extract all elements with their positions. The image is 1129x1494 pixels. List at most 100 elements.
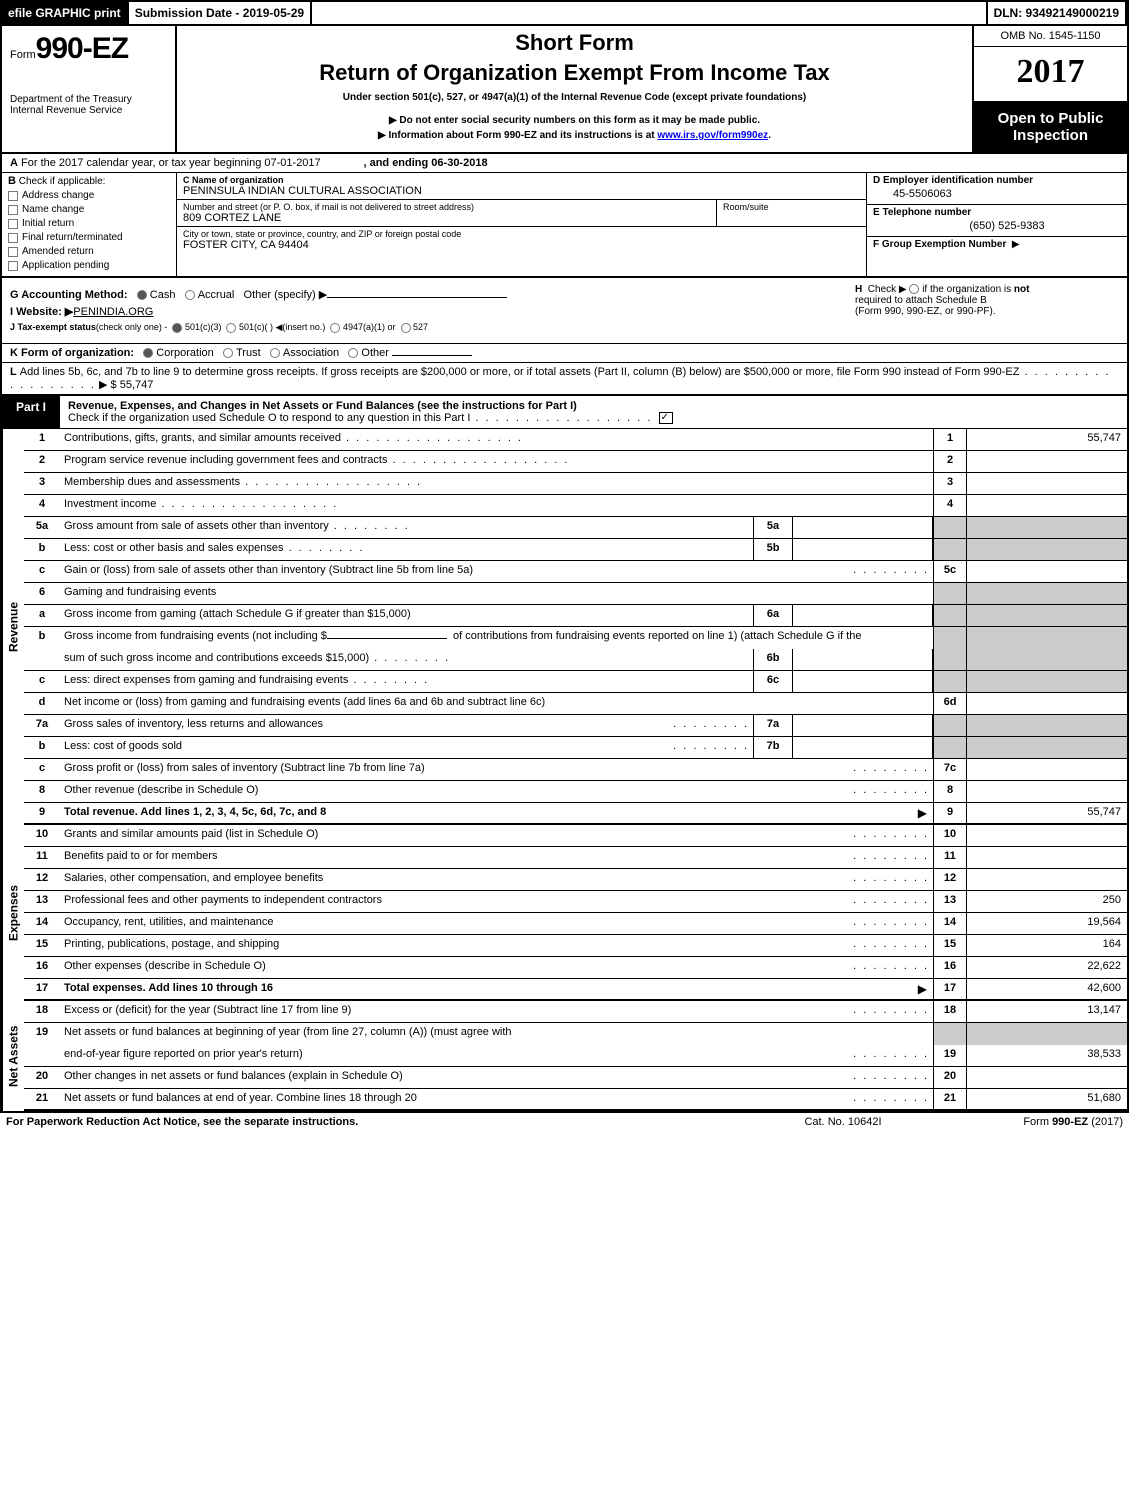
footer: For Paperwork Reduction Act Notice, see … [0,1113,1129,1131]
phone-cell: E Telephone number (650) 525-9383 [867,205,1127,237]
radio-association[interactable] [270,348,280,358]
row-k: K Form of organization: Corporation Trus… [2,344,1127,363]
radio-501c3[interactable] [172,323,182,333]
line-7c: cGross profit or (loss) from sales of in… [24,759,1127,781]
efile-label: efile GRAPHIC print [2,2,129,24]
line-8: 8Other revenue (describe in Schedule O)8 [24,781,1127,803]
radio-cash[interactable] [137,290,147,300]
submission-date: Submission Date - 2019-05-29 [129,2,312,24]
checkbox-icon [8,233,18,243]
line-6d: dNet income or (loss) from gaming and fu… [24,693,1127,715]
other-org-input[interactable] [392,355,472,356]
checkbox-icon [8,261,18,271]
website-value: PENINDIA.ORG [73,306,153,318]
block-gh: G Accounting Method: Cash Accrual Other … [2,278,1127,344]
line-6b-2: sum of such gross income and contributio… [24,649,1127,671]
form-title: Return of Organization Exempt From Incom… [187,60,962,86]
line-16: 16Other expenses (describe in Schedule O… [24,957,1127,979]
radio-501c[interactable] [226,323,236,333]
line-5a: 5aGross amount from sale of assets other… [24,517,1127,539]
short-form: Short Form [187,30,962,56]
street-address: 809 CORTEZ LANE [183,212,710,224]
netassets-section: Net Assets 18Excess or (deficit) for the… [2,1001,1127,1111]
line-3: 3Membership dues and assessments3 [24,473,1127,495]
form-page: efile GRAPHIC print Submission Date - 20… [0,0,1129,1113]
radio-trust[interactable] [223,348,233,358]
instructions-link[interactable]: www.irs.gov/form990ez [657,130,768,141]
cb-name-change[interactable]: Name change [8,204,170,215]
subtitle-3: ▶ Information about Form 990-EZ and its … [187,130,962,141]
omb-number: OMB No. 1545-1150 [974,26,1127,47]
radio-other[interactable] [348,348,358,358]
row-a: A For the 2017 calendar year, or tax yea… [2,154,1127,173]
header: Form990-EZ Department of the Treasury In… [2,26,1127,154]
footer-right: Form 990-EZ (2017) [943,1116,1123,1128]
line-4: 4Investment income4 [24,495,1127,517]
line-18: 18Excess or (deficit) for the year (Subt… [24,1001,1127,1023]
cb-final-return[interactable]: Final return/terminated [8,232,170,243]
footer-left: For Paperwork Reduction Act Notice, see … [6,1116,743,1128]
line-14: 14Occupancy, rent, utilities, and mainte… [24,913,1127,935]
city-cell: City or town, state or province, country… [177,227,866,276]
line-11: 11Benefits paid to or for members11 [24,847,1127,869]
dept-irs: Internal Revenue Service [10,105,167,116]
other-specify-input[interactable] [327,297,507,298]
checkbox-icon [8,205,18,215]
revenue-side-label: Revenue [2,429,24,825]
line-20: 20Other changes in net assets or fund ba… [24,1067,1127,1089]
header-right: OMB No. 1545-1150 2017 Open to PublicIns… [972,26,1127,152]
org-name-cell: C Name of organization PENINSULA INDIAN … [177,173,866,200]
header-left: Form990-EZ Department of the Treasury In… [2,26,177,152]
expenses-section: Expenses 10Grants and similar amounts pa… [2,825,1127,1001]
subtitle-1: Under section 501(c), 527, or 4947(a)(1)… [187,92,962,103]
line-5c: cGain or (loss) from sale of assets othe… [24,561,1127,583]
accounting-method: G Accounting Method: Cash Accrual Other … [10,288,839,301]
row-l: L Add lines 5b, 6c, and 7b to line 9 to … [2,363,1127,396]
radio-corporation[interactable] [143,348,153,358]
form-number: 990-EZ [36,32,128,65]
part1-check[interactable] [659,412,673,424]
col-def: D Employer identification number 45-5506… [867,173,1127,276]
radio-4947[interactable] [330,323,340,333]
radio-527[interactable] [401,323,411,333]
line-19-1: 19Net assets or fund balances at beginni… [24,1023,1127,1045]
line-6a: aGross income from gaming (attach Schedu… [24,605,1127,627]
tax-exempt-status: J Tax-exempt status(check only one) - 50… [10,322,839,333]
line-7a: 7aGross sales of inventory, less returns… [24,715,1127,737]
open-to-public: Open to PublicInspection [974,102,1127,152]
ein: 45-5506063 [873,186,1121,202]
line-7b: bLess: cost of goods sold7b [24,737,1127,759]
dln: DLN: 93492149000219 [986,2,1127,24]
header-mid: Short Form Return of Organization Exempt… [177,26,972,152]
radio-accrual[interactable] [185,290,195,300]
room-suite: Room/suite [716,200,866,226]
cb-initial-return[interactable]: Initial return [8,218,170,229]
line-19-2: end-of-year figure reported on prior yea… [24,1045,1127,1067]
radio-h-check[interactable] [909,284,919,294]
org-name: PENINSULA INDIAN CULTURAL ASSOCIATION [183,185,860,197]
col-b: B Check if applicable: Address change Na… [2,173,177,276]
revenue-section: Revenue 1Contributions, gifts, grants, a… [2,429,1127,825]
line-13: 13Professional fees and other payments t… [24,891,1127,913]
line-6: 6Gaming and fundraising events [24,583,1127,605]
line-1: 1Contributions, gifts, grants, and simil… [24,429,1127,451]
subtitle-2: ▶ Do not enter social security numbers o… [187,115,962,126]
col-c: C Name of organization PENINSULA INDIAN … [177,173,867,276]
cb-amended-return[interactable]: Amended return [8,246,170,257]
line-21: 21Net assets or fund balances at end of … [24,1089,1127,1111]
line-5b: bLess: cost or other basis and sales exp… [24,539,1127,561]
topbar: efile GRAPHIC print Submission Date - 20… [2,2,1127,26]
checkbox-icon [8,191,18,201]
form-prefix: Form [10,49,36,61]
netassets-side-label: Net Assets [2,1001,24,1111]
part1-tag: Part I [2,396,60,428]
part1-header: Part I Revenue, Expenses, and Changes in… [2,396,1127,429]
line-12: 12Salaries, other compensation, and empl… [24,869,1127,891]
expenses-side-label: Expenses [2,825,24,1001]
cb-application-pending[interactable]: Application pending [8,260,170,271]
cb-address-change[interactable]: Address change [8,190,170,201]
part1-title: Revenue, Expenses, and Changes in Net As… [60,396,1127,428]
ein-cell: D Employer identification number 45-5506… [867,173,1127,205]
group-exemption-cell: F Group Exemption Number ▶ [867,237,1127,252]
line-15: 15Printing, publications, postage, and s… [24,935,1127,957]
